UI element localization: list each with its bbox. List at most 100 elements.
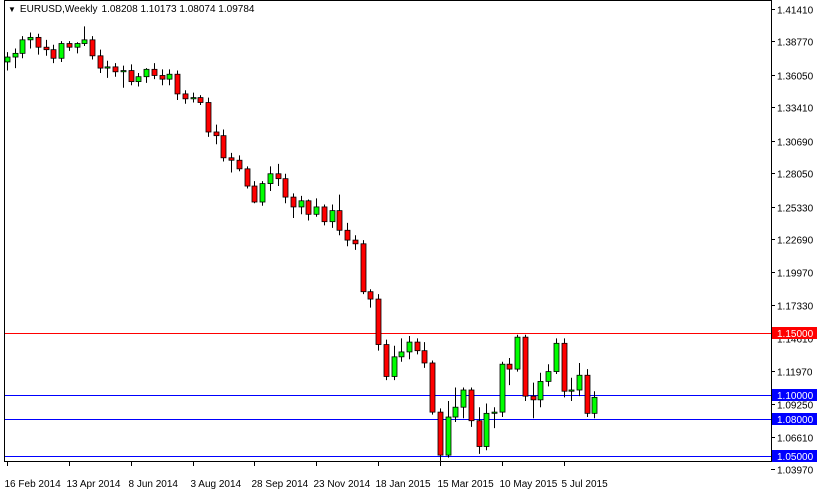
candle[interactable]	[406, 335, 413, 360]
candle[interactable]	[352, 235, 359, 250]
candle[interactable]	[228, 152, 235, 173]
candle[interactable]	[591, 391, 598, 419]
candle-body	[553, 342, 560, 372]
candle[interactable]	[499, 361, 506, 418]
triangle-down-icon[interactable]: ▼	[8, 5, 16, 14]
candle[interactable]	[553, 338, 560, 375]
candle-body	[414, 341, 421, 352]
candle[interactable]	[568, 377, 575, 402]
candle[interactable]	[445, 401, 452, 458]
candle[interactable]	[321, 204, 328, 226]
candle[interactable]	[50, 44, 57, 64]
candle[interactable]	[414, 338, 421, 355]
candle[interactable]	[391, 345, 398, 381]
candle-body	[491, 411, 498, 414]
candle-body	[514, 336, 521, 370]
level-price-tag	[772, 327, 817, 339]
candle[interactable]	[506, 358, 513, 386]
candle[interactable]	[259, 181, 266, 206]
candle[interactable]	[367, 289, 374, 308]
candle[interactable]	[197, 95, 204, 105]
candle[interactable]	[12, 48, 19, 69]
candle[interactable]	[182, 90, 189, 104]
candle[interactable]	[476, 407, 483, 454]
candle-body	[228, 157, 235, 161]
candle[interactable]	[530, 382, 537, 419]
candle[interactable]	[143, 68, 150, 83]
candle-body	[190, 97, 197, 100]
candle[interactable]	[135, 73, 142, 87]
candle[interactable]	[298, 195, 305, 215]
candle-body	[298, 200, 305, 208]
candle[interactable]	[27, 32, 34, 49]
candle[interactable]	[97, 49, 104, 74]
candle[interactable]	[460, 387, 467, 419]
candle-body	[143, 68, 150, 78]
candle[interactable]	[120, 65, 127, 88]
candle[interactable]	[329, 204, 336, 228]
candle-body	[81, 39, 88, 44]
candle[interactable]	[190, 92, 197, 103]
candle[interactable]	[251, 181, 258, 204]
y-tick-label: 1.25330	[777, 204, 814, 215]
candle[interactable]	[383, 339, 390, 381]
candle-body	[50, 49, 57, 59]
candle-body	[205, 102, 212, 133]
candle[interactable]	[483, 403, 490, 451]
candle[interactable]	[360, 240, 367, 295]
candle[interactable]	[452, 387, 459, 422]
candle[interactable]	[537, 372, 544, 408]
candle[interactable]	[166, 69, 173, 86]
candle[interactable]	[112, 63, 119, 77]
candle-body	[336, 210, 343, 231]
candle[interactable]	[174, 70, 181, 101]
candle[interactable]	[344, 222, 351, 247]
candle[interactable]	[421, 342, 428, 368]
candle[interactable]	[398, 338, 405, 362]
candle[interactable]	[267, 166, 274, 191]
candle[interactable]	[58, 41, 65, 62]
candle[interactable]	[151, 63, 158, 80]
candle[interactable]	[290, 193, 297, 218]
candle[interactable]	[305, 199, 312, 221]
candle[interactable]	[205, 97, 212, 137]
candle[interactable]	[576, 362, 583, 397]
candle[interactable]	[375, 294, 382, 351]
candle[interactable]	[514, 334, 521, 372]
candle[interactable]	[43, 39, 50, 56]
candle[interactable]	[545, 364, 552, 387]
candle[interactable]	[81, 26, 88, 46]
candle-body	[43, 46, 50, 51]
candle[interactable]	[491, 407, 498, 429]
candle[interactable]	[35, 33, 42, 55]
candle[interactable]	[89, 36, 96, 60]
candle[interactable]	[313, 198, 320, 217]
candle[interactable]	[213, 124, 220, 145]
candle[interactable]	[282, 173, 289, 204]
candle[interactable]	[4, 52, 11, 71]
candle[interactable]	[19, 36, 26, 59]
candle[interactable]	[561, 338, 568, 398]
candle[interactable]	[429, 360, 436, 415]
candle[interactable]	[244, 166, 251, 189]
candle-body	[591, 396, 598, 414]
candle[interactable]	[128, 64, 135, 86]
x-tick-label: 15 Mar 2015	[438, 479, 495, 490]
candle[interactable]	[522, 334, 529, 402]
candle-body	[537, 380, 544, 401]
candle[interactable]	[336, 194, 343, 236]
candle[interactable]	[66, 41, 73, 51]
candle[interactable]	[275, 163, 282, 187]
candle[interactable]	[437, 408, 444, 462]
y-tick-label: 1.03970	[777, 466, 814, 477]
chart-header: ▼ EURUSD,Weekly 1.08208 1.10173 1.08074 …	[8, 4, 254, 15]
candle[interactable]	[236, 155, 243, 172]
candle[interactable]	[220, 129, 227, 162]
candle[interactable]	[468, 387, 475, 427]
candle[interactable]	[584, 369, 591, 418]
candle[interactable]	[104, 60, 111, 78]
candle[interactable]	[74, 42, 81, 54]
candle[interactable]	[159, 69, 166, 86]
